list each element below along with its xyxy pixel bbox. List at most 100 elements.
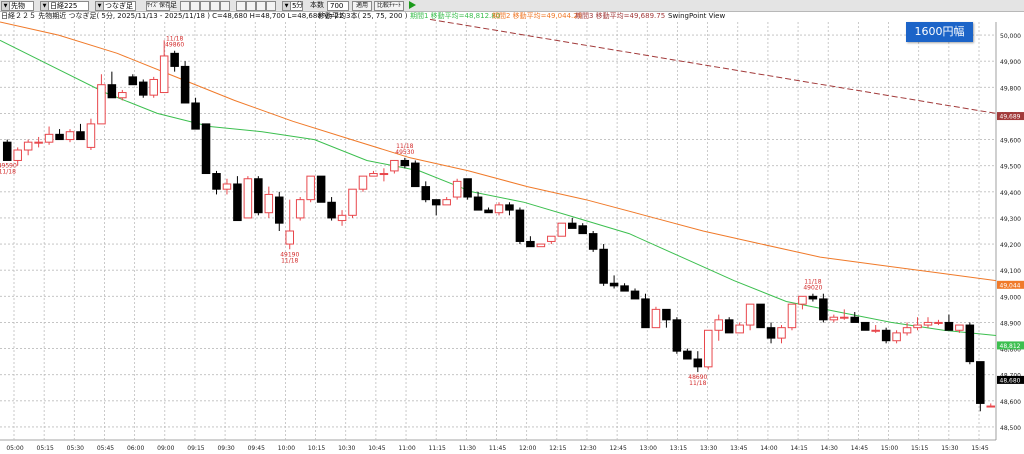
swing-point-label: 49020: [803, 285, 822, 292]
price-tag-label: 48,812: [1000, 343, 1021, 350]
x-tick-label: 13:30: [700, 445, 717, 452]
candle-body: [703, 329, 713, 368]
y-tick-label: 49,100: [1000, 268, 1021, 275]
candle-body: [526, 240, 535, 248]
candle-body: [745, 303, 755, 326]
chain-select[interactable]: ▼ つなぎ足: [95, 1, 136, 11]
candle-body: [191, 102, 200, 130]
x-tick-label: 09:00: [157, 445, 174, 452]
bar-count-value: 700: [330, 2, 344, 10]
ma3-legend: 期間3 移動平均=49,689.75: [575, 12, 666, 20]
candle-body: [254, 178, 263, 214]
chevron-down-icon: ▼: [41, 2, 49, 10]
x-tick-label: 05:15: [37, 445, 54, 452]
y-tick-label: 49,500: [1000, 164, 1021, 171]
y-tick-label: 49,300: [1000, 216, 1021, 223]
candle-body: [201, 123, 211, 175]
candle-body: [34, 141, 43, 144]
timeframe-day-button[interactable]: [190, 1, 200, 11]
x-tick-label: 09:45: [248, 445, 265, 452]
x-tick-label: 14:15: [790, 445, 807, 452]
candle-body: [934, 321, 943, 324]
y-tick-label: 49,800: [1000, 85, 1021, 92]
candle-body: [285, 230, 295, 245]
y-tick-label: 48,900: [1000, 320, 1021, 327]
candle-body: [850, 316, 860, 323]
candle-body: [892, 332, 901, 342]
candle-body: [13, 149, 22, 161]
price-tag: [997, 341, 1024, 350]
y-tick-label: 49,900: [1000, 59, 1021, 66]
candle-body: [306, 175, 315, 201]
swing-point-label: 48690: [688, 374, 707, 381]
candle-body: [138, 81, 148, 96]
price-tag: [997, 375, 1024, 384]
candle-body: [348, 188, 357, 216]
timeframe-week-button[interactable]: [200, 1, 210, 11]
save-size-button[interactable]: ｻｲｽﾞ保存: [146, 1, 170, 11]
timeframe-extra-button-4[interactable]: [266, 1, 276, 11]
info-bar: 日経２２５ 先物期近 つなぎ足( 5分, 2025/11/13 - 2025/1…: [0, 11, 1024, 22]
candle-body: [358, 175, 368, 190]
apply-button[interactable]: 適用: [352, 1, 372, 11]
candle-body: [672, 319, 682, 352]
timeframe-extra-button-2[interactable]: [246, 1, 256, 11]
chevron-down-icon: ▼: [96, 2, 104, 10]
candle-body: [536, 243, 546, 248]
play-icon[interactable]: [409, 1, 416, 9]
toolbar: ▼ 先物 ▼ 日経225 ▼ つなぎ足 ｻｲｽﾞ保存 足 ▼ 5 分 本数 700 適用…: [0, 0, 1024, 12]
candle-body: [452, 180, 462, 198]
candle-body: [65, 131, 75, 141]
candle-body: [170, 52, 179, 67]
y-tick-label: 49,400: [1000, 190, 1021, 197]
candle-body: [505, 204, 514, 211]
candle-body: [379, 173, 389, 176]
timeframe-minute-button[interactable]: [220, 1, 230, 11]
candle-body: [400, 159, 410, 167]
x-tick-label: 05:00: [6, 445, 23, 452]
candle-body: [295, 199, 305, 219]
candle-body: [149, 78, 158, 96]
candle-body: [547, 235, 556, 242]
interval-select[interactable]: ▼ 5: [282, 1, 303, 11]
timeframe-extra-button-1[interactable]: [236, 1, 246, 11]
candle-body: [431, 199, 441, 206]
candle-body: [986, 405, 996, 408]
candle-body: [777, 327, 786, 339]
candle-body: [233, 183, 242, 222]
swing-point-label: 11/18: [804, 279, 821, 286]
candle-body: [494, 204, 504, 214]
candle-body: [714, 319, 723, 331]
ma-settings-info: 移動平均3本( 25, 75, 200 ): [318, 12, 408, 20]
candle-body: [724, 319, 734, 334]
candle-body: [976, 361, 985, 404]
candle-body: [180, 65, 190, 104]
candle-body: [693, 358, 703, 368]
candle-body: [76, 131, 85, 141]
x-tick-label: 15:30: [941, 445, 958, 452]
candle-body: [735, 324, 744, 334]
candle-body: [44, 133, 54, 143]
index-select[interactable]: ▼ 日経225: [40, 1, 89, 11]
swing-point-label: 49860: [165, 42, 184, 49]
candle-body: [327, 201, 336, 219]
x-tick-label: 15:15: [911, 445, 928, 452]
swing-point-label: 49590: [0, 162, 17, 169]
swing-point-label: 11/18: [166, 36, 183, 43]
y-tick-label: 49,200: [1000, 242, 1021, 249]
candle-body: [515, 209, 525, 242]
timeframe-month-button[interactable]: [210, 1, 220, 11]
candle-body: [620, 285, 629, 292]
timeframe-extra-button-3[interactable]: [256, 1, 266, 11]
candle-body: [819, 298, 828, 321]
candle-body: [118, 92, 127, 99]
bar-count-input[interactable]: 700: [327, 1, 349, 11]
compare-chart-button[interactable]: 比較ﾁｬｰﾄ: [374, 1, 404, 11]
candle-body: [902, 327, 912, 334]
timeframe-tick-button[interactable]: [180, 1, 190, 11]
instrument-select[interactable]: ▼ 先物: [1, 1, 34, 11]
y-tick-label: 50,000: [1000, 33, 1021, 40]
candle-body: [86, 123, 96, 148]
x-tick-label: 12:30: [579, 445, 596, 452]
